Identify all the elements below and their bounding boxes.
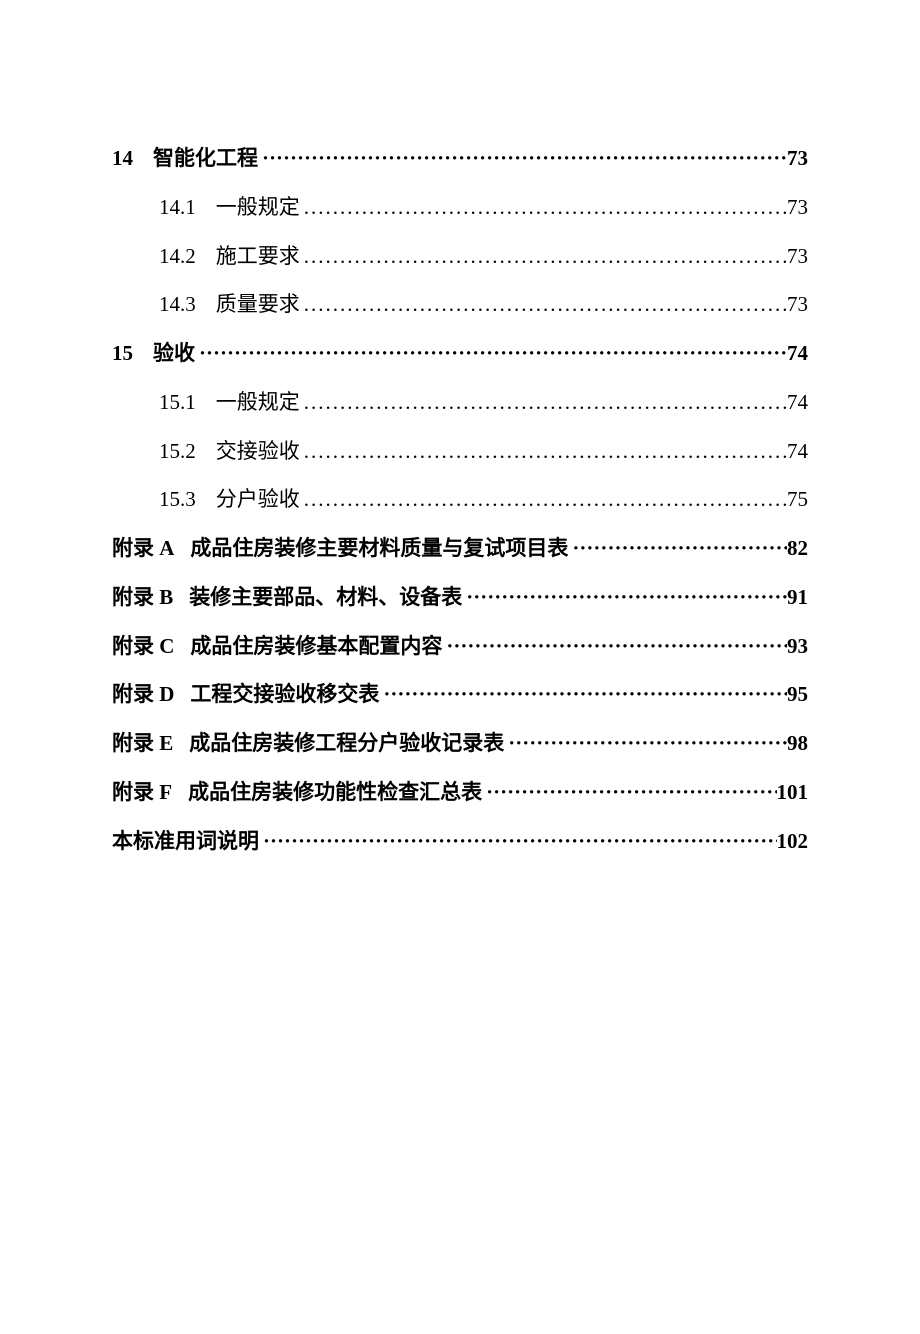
toc-leader-dots: ........................................…	[300, 286, 787, 323]
toc-label: 成品住房装修主要材料质量与复试项目表	[190, 530, 568, 567]
toc-item: 附录 D 工程交接验收移交表···························…	[112, 676, 808, 713]
toc-label-wrap: 一般规定....................................…	[216, 384, 808, 421]
toc-label-wrap: 验收······································…	[153, 335, 808, 372]
toc-page-number: 74	[787, 335, 808, 372]
toc-leader-dots: ········································…	[568, 530, 787, 567]
toc-page-number: 95	[787, 676, 808, 713]
toc-page-number: 73	[787, 286, 808, 323]
toc-number: 14.1	[159, 189, 196, 226]
toc-number: 14.2	[159, 238, 196, 275]
toc-page-number: 74	[787, 384, 808, 421]
toc-page-number: 98	[787, 725, 808, 762]
toc-number: 附录 E	[112, 725, 173, 762]
toc-leader-dots: ········································…	[482, 774, 776, 811]
toc-item: 附录 A 成品住房装修主要材料质量与复试项目表··················…	[112, 530, 808, 567]
toc-label: 成品住房装修功能性检查汇总表	[188, 774, 482, 811]
toc-leader-dots: ········································…	[259, 823, 777, 860]
toc-number: 15	[112, 335, 133, 372]
toc-leader-dots: ········································…	[258, 140, 787, 177]
toc-number: 附录 F	[112, 774, 172, 811]
toc-item: 15 验收····································…	[112, 335, 808, 372]
toc-label: 交接验收	[216, 433, 300, 470]
toc-page-number: 93	[787, 628, 808, 665]
toc-label-wrap: 成品住房装修工程分户验收记录表·························…	[189, 725, 808, 762]
toc-number: 15.1	[159, 384, 196, 421]
toc-label-wrap: 交接验收....................................…	[216, 433, 808, 470]
toc-page-number: 101	[777, 774, 809, 811]
toc-label: 一般规定	[216, 189, 300, 226]
toc-item: 本标准用词说明·································…	[112, 823, 808, 860]
toc-leader-dots: ········································…	[442, 628, 787, 665]
toc-item: 15.1 一般规定................................…	[112, 384, 808, 421]
toc-label-wrap: 成品住房装修主要材料质量与复试项目表······················…	[190, 530, 808, 567]
toc-item: 15.2 交接验收................................…	[112, 433, 808, 470]
toc-label: 装修主要部品、材料、设备表	[189, 579, 462, 616]
toc-item: 15.3 分户验收................................…	[112, 481, 808, 518]
toc-label: 分户验收	[216, 481, 300, 518]
toc-page-number: 102	[777, 823, 809, 860]
toc-label-wrap: 本标准用词说明·································…	[112, 823, 808, 860]
toc-number: 附录 A	[112, 530, 174, 567]
toc-leader-dots: ........................................…	[300, 238, 787, 275]
toc-page-number: 74	[787, 433, 808, 470]
toc-item: 附录 B 装修主要部品、材料、设备表·······················…	[112, 579, 808, 616]
toc-item: 14.3 质量要求................................…	[112, 286, 808, 323]
toc-item: 附录 F 成品住房装修功能性检查汇总表······················…	[112, 774, 808, 811]
toc-label-wrap: 一般规定....................................…	[216, 189, 808, 226]
toc-page-number: 73	[787, 189, 808, 226]
toc-page-number: 73	[787, 140, 808, 177]
toc-label-wrap: 装修主要部品、材料、设备表···························…	[189, 579, 808, 616]
toc-label-wrap: 智能化工程···································…	[153, 140, 808, 177]
toc-label: 成品住房装修基本配置内容	[190, 628, 442, 665]
toc-leader-dots: ········································…	[504, 725, 787, 762]
toc-page-number: 75	[787, 481, 808, 518]
toc-item: 14 智能化工程·································…	[112, 140, 808, 177]
toc-leader-dots: ........................................…	[300, 384, 787, 421]
toc-number: 附录 B	[112, 579, 173, 616]
toc-number: 15.2	[159, 433, 196, 470]
toc-item: 14.2 施工要求................................…	[112, 238, 808, 275]
toc-leader-dots: ........................................…	[300, 189, 787, 226]
toc-label: 智能化工程	[153, 140, 258, 177]
toc-number: 附录 D	[112, 676, 174, 713]
toc-number: 14.3	[159, 286, 196, 323]
toc-label: 本标准用词说明	[112, 823, 259, 860]
toc-leader-dots: ........................................…	[300, 481, 787, 518]
toc-label: 工程交接验收移交表	[190, 676, 379, 713]
toc-number: 附录 C	[112, 628, 174, 665]
toc-label-wrap: 工程交接验收移交表·······························…	[190, 676, 808, 713]
toc-page-number: 73	[787, 238, 808, 275]
toc-leader-dots: ········································…	[462, 579, 787, 616]
toc-label-wrap: 质量要求....................................…	[216, 286, 808, 323]
toc-label: 成品住房装修工程分户验收记录表	[189, 725, 504, 762]
toc-label: 质量要求	[216, 286, 300, 323]
toc-item: 附录 E 成品住房装修工程分户验收记录表·····················…	[112, 725, 808, 762]
toc-label: 验收	[153, 335, 195, 372]
toc-label-wrap: 成品住房装修功能性检查汇总表··························…	[188, 774, 808, 811]
toc-leader-dots: ........................................…	[300, 433, 787, 470]
toc-page-number: 91	[787, 579, 808, 616]
toc-leader-dots: ········································…	[195, 335, 787, 372]
toc-number: 15.3	[159, 481, 196, 518]
toc-container: 14智能化工程·································…	[112, 140, 808, 859]
toc-leader-dots: ········································…	[379, 676, 787, 713]
toc-label: 施工要求	[216, 238, 300, 275]
toc-label-wrap: 成品住房装修基本配置内容····························…	[190, 628, 808, 665]
toc-page-number: 82	[787, 530, 808, 567]
toc-label-wrap: 施工要求....................................…	[216, 238, 808, 275]
toc-number: 14	[112, 140, 133, 177]
toc-item: 14.1 一般规定................................…	[112, 189, 808, 226]
toc-label-wrap: 分户验收....................................…	[216, 481, 808, 518]
toc-item: 附录 C 成品住房装修基本配置内容························…	[112, 628, 808, 665]
toc-label: 一般规定	[216, 384, 300, 421]
